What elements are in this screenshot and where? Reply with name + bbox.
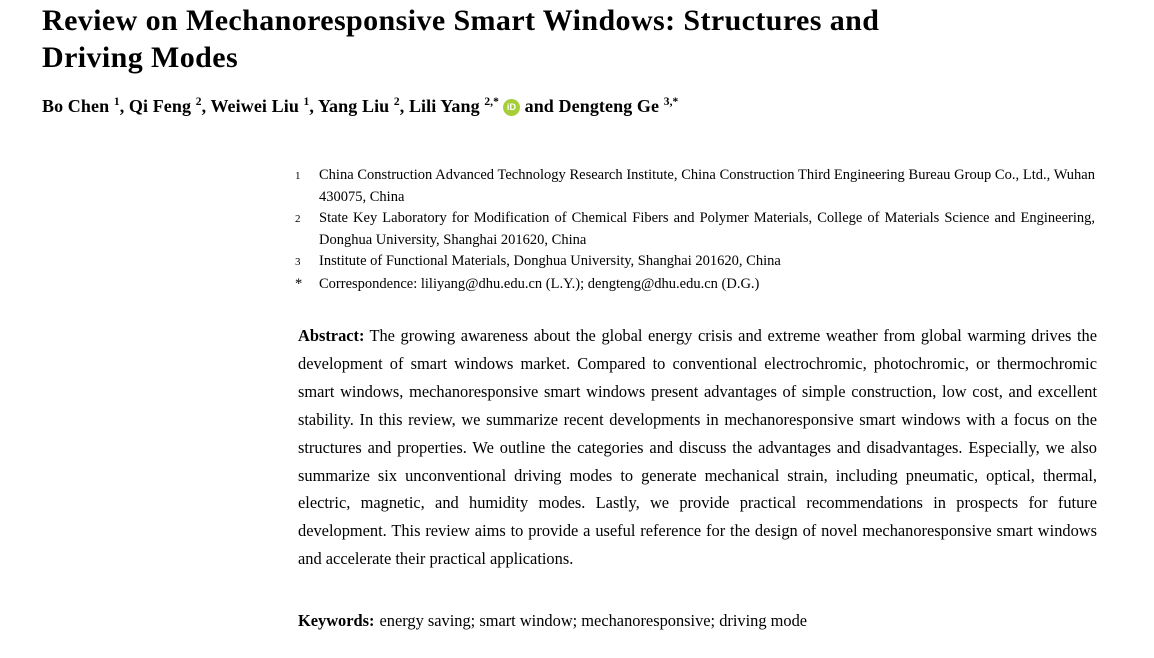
title-line-1: Review on Mechanoresponsive Smart Window… xyxy=(42,4,880,37)
author: Yang Liu 2, xyxy=(317,96,409,116)
affiliation-marker: 3 xyxy=(295,256,301,268)
author-line: Bo Chen 1, Qi Feng 2, Weiwei Liu 1, Yang… xyxy=(42,96,1122,117)
author-name: Yang Liu xyxy=(317,96,394,116)
affiliation-item: 1 China Construction Advanced Technology … xyxy=(295,165,1095,208)
author-affiliation-sup: 2 xyxy=(195,96,202,108)
author-name: Qi Feng xyxy=(128,96,196,116)
abstract-paragraph: Abstract: The growing awareness about the… xyxy=(298,322,1097,573)
affiliation-marker: * xyxy=(295,275,303,292)
title-line-2: Driving Modes xyxy=(42,41,239,74)
author-name: Lili Yang xyxy=(408,96,485,116)
author-affiliation-sup: 2,* xyxy=(484,96,499,108)
keywords-line: Keywords: energy saving; smart window; me… xyxy=(298,610,1097,632)
orcid-icon[interactable]: iD xyxy=(503,99,520,116)
author: Qi Feng 2, xyxy=(128,96,211,116)
affiliation-marker: 2 xyxy=(295,213,301,225)
affiliation-item: 3 Institute of Functional Materials, Dong… xyxy=(295,251,1095,274)
author-name: Dengteng Ge xyxy=(558,96,664,116)
affiliation-marker: 1 xyxy=(295,170,301,182)
affiliations-list: 1 China Construction Advanced Technology … xyxy=(295,165,1095,295)
affiliation-text: State Key Laboratory for Modification of… xyxy=(319,210,1095,248)
author: Lili Yang 2,* iD and xyxy=(408,96,559,116)
author: Dengteng Ge 3,* xyxy=(559,96,679,116)
page-title: Review on Mechanoresponsive Smart Window… xyxy=(42,2,1142,76)
affiliation-text: Institute of Functional Materials, Dongh… xyxy=(319,253,781,269)
author-name: Bo Chen xyxy=(42,96,114,116)
author-affiliation-sup: 2 xyxy=(393,96,400,108)
affiliation-text: China Construction Advanced Technology R… xyxy=(319,167,1095,205)
affiliation-item: 2 State Key Laboratory for Modification o… xyxy=(295,208,1095,251)
author: Bo Chen 1, xyxy=(42,96,129,116)
affiliation-item: * Correspondence: liliyang@dhu.edu.cn (L.… xyxy=(295,274,1095,296)
author-affiliation-sup: 3,* xyxy=(663,96,679,108)
keywords-text: energy saving; smart window; mechanoresp… xyxy=(379,611,808,630)
author-affiliation-sup: 1 xyxy=(303,96,310,108)
author-affiliation-sup: 1 xyxy=(113,96,120,108)
author-name: Weiwei Liu xyxy=(210,96,304,116)
author: Weiwei Liu 1, xyxy=(210,96,318,116)
abstract-text: The growing awareness about the global e… xyxy=(298,326,1097,569)
affiliation-text: Correspondence: liliyang@dhu.edu.cn (L.Y… xyxy=(319,275,760,292)
keywords-label: Keywords: xyxy=(298,611,375,630)
abstract-label: Abstract: xyxy=(298,326,365,345)
